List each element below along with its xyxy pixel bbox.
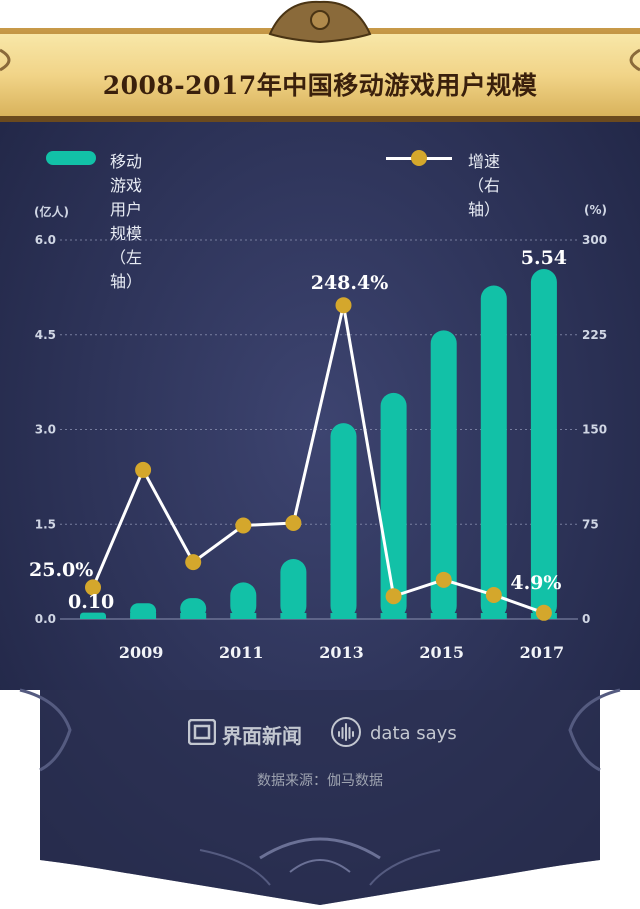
data-source: 数据来源：伽马数据 (257, 773, 383, 789)
bar (480, 285, 507, 619)
left-tick-label: 6.0 (35, 233, 56, 247)
brand-datasays: data says (370, 723, 457, 744)
bar (430, 330, 457, 619)
growth-point (485, 586, 502, 603)
brand-jiemian: 界面新闻 (222, 724, 302, 748)
bar-base (230, 613, 257, 619)
title-banner (0, 34, 640, 116)
left-tick-label: 3.0 (35, 423, 56, 437)
legend-line-label: 增速（右轴） (468, 152, 501, 219)
jiemian-logo-icon (188, 719, 216, 745)
bar (380, 392, 407, 619)
datasays-logo-icon (331, 717, 361, 747)
growth-point (135, 461, 152, 478)
bar (530, 269, 557, 619)
bar (330, 423, 357, 619)
growth-point (185, 554, 202, 571)
data-label: 25.0% (29, 559, 93, 581)
right-axis-unit: (%) (584, 203, 607, 217)
x-tick-label: 2015 (419, 643, 464, 662)
legend-bar-label: 移动游戏用户规模（左轴） (110, 152, 143, 291)
growth-point (335, 297, 352, 314)
bar-base (280, 613, 307, 619)
bar-base (130, 613, 157, 619)
left-tick-label: 0.0 (35, 612, 56, 626)
data-label: 4.9% (510, 572, 561, 594)
right-tick-label: 75 (582, 517, 599, 531)
legend-bar-swatch (46, 151, 96, 165)
bar (280, 558, 307, 619)
bar-base (180, 613, 207, 619)
bar-base (330, 613, 357, 619)
growth-point (285, 514, 302, 531)
growth-line (91, 303, 545, 615)
right-tick-label: 0 (582, 612, 590, 626)
left-axis-unit: (亿人) (34, 205, 69, 219)
page-title: 2008-2017年中国移动游戏用户规模 (102, 71, 538, 100)
growth-point (85, 579, 101, 596)
bar-base (380, 613, 407, 619)
right-tick-label: 225 (582, 328, 607, 342)
data-label: 0.10 (68, 591, 114, 613)
x-tick-label: 2011 (219, 643, 264, 662)
bar (230, 582, 257, 619)
right-tick-label: 300 (582, 233, 607, 247)
panel-shape (0, 40, 640, 905)
bar-base (430, 613, 457, 619)
x-tick-label: 2013 (319, 643, 364, 662)
growth-point (385, 588, 402, 605)
growth-point (535, 604, 552, 621)
growth-point (235, 517, 252, 534)
left-tick-label: 4.5 (35, 328, 56, 342)
bar-base (480, 613, 507, 619)
data-label: 248.4% (311, 272, 389, 294)
left-tick-label: 1.5 (35, 517, 56, 531)
growth-point (435, 571, 452, 588)
legend-marker-icon (411, 150, 427, 166)
bar-base (80, 615, 106, 619)
right-tick-label: 150 (582, 423, 607, 437)
data-label: 5.54 (521, 247, 567, 269)
x-tick-label: 2009 (119, 643, 164, 662)
x-tick-label: 2017 (520, 643, 565, 662)
